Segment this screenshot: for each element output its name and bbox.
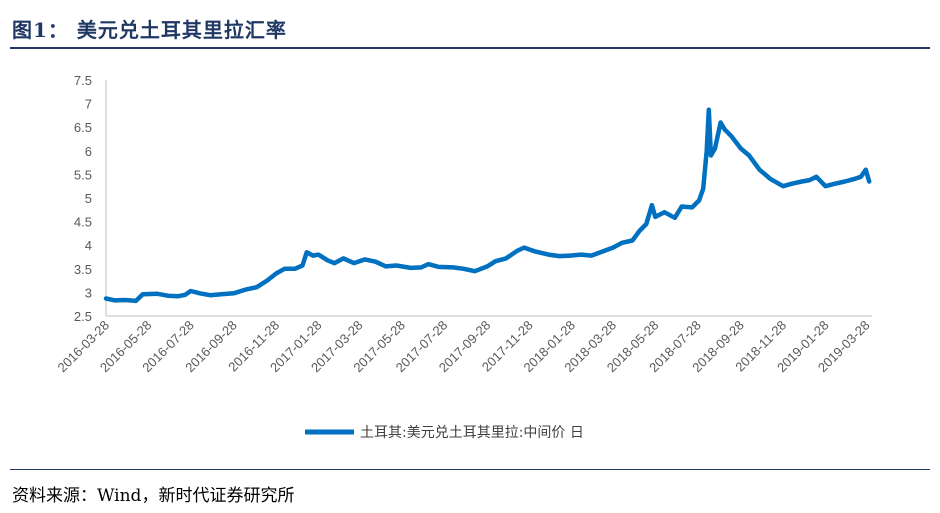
y-tick-label: 4 (85, 238, 92, 253)
top-rule (10, 47, 930, 49)
x-axis: 2016-03-282016-05-282016-07-282016-09-28… (54, 315, 873, 375)
series-line-0 (103, 107, 872, 304)
y-tick-label: 6 (85, 144, 92, 159)
y-tick-label: 7 (85, 97, 92, 112)
y-tick-label: 7.5 (74, 73, 92, 88)
chart-title: 图1： 美元兑土耳其里拉汇率 (12, 18, 287, 42)
y-tick-label: 3.5 (74, 262, 92, 277)
source-note: 资料来源：Wind，新时代证券研究所 (12, 486, 295, 506)
bottom-rule (10, 469, 930, 470)
series-group (103, 107, 872, 304)
y-tick-label: 4.5 (74, 215, 92, 230)
y-axis: 7.5 7 6.5 6 5.5 5 4.5 4 3.5 3 2.5 (74, 73, 107, 324)
y-tick-label: 2.5 (74, 309, 92, 324)
legend: 土耳其:美元兑土耳其里拉:中间价 日 (305, 425, 584, 441)
y-tick-label: 5 (85, 191, 92, 206)
y-tick-label: 5.5 (74, 167, 92, 182)
y-tick-label: 6.5 (74, 120, 92, 135)
y-tick-label: 3 (85, 285, 92, 300)
legend-label: 土耳其:美元兑土耳其里拉:中间价 日 (360, 425, 584, 441)
